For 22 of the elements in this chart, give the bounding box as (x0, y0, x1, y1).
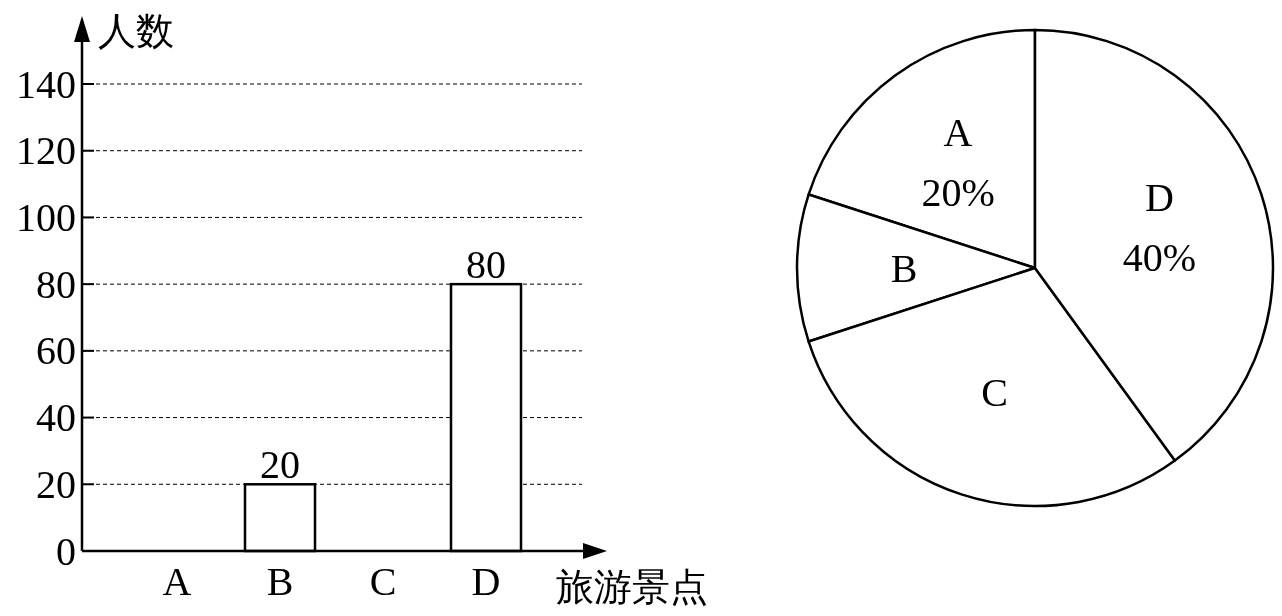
y-tick-label: 80 (36, 261, 76, 307)
y-tick-label: 100 (16, 194, 76, 240)
x-axis-title: 旅游景点 (556, 566, 708, 608)
y-axis-title: 人数 (98, 10, 174, 52)
y-tick-label: 140 (16, 61, 76, 107)
y-tick-label: 60 (36, 328, 76, 374)
x-tick-label: D (471, 559, 501, 604)
y-tick-label: 20 (36, 461, 76, 507)
slice-label: B (890, 245, 918, 291)
slice-label: D (1145, 175, 1174, 221)
y-tick-label: 40 (36, 395, 76, 441)
data-label: 20 (260, 442, 300, 488)
data-label: 20% (921, 169, 995, 215)
y-tick-label: 120 (16, 128, 76, 174)
slice-label: A (943, 109, 973, 155)
slice-label: C (981, 369, 1008, 415)
data-label: 40% (1122, 235, 1197, 281)
x-tick-label: A (162, 559, 192, 604)
x-tick-label: C (369, 559, 397, 604)
x-tick-label: B (266, 559, 294, 604)
y-tick-label: 0 (56, 528, 76, 574)
data-label: 80 (466, 242, 506, 288)
